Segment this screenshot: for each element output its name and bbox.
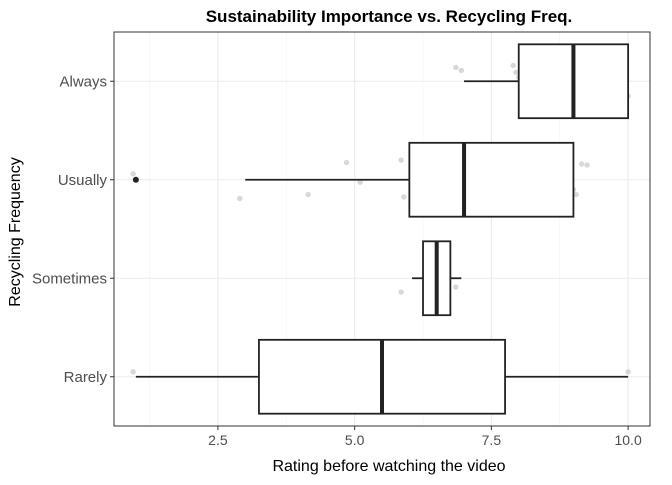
y-tick-label: Sometimes	[32, 270, 107, 287]
y-tick-label: Always	[59, 73, 107, 90]
jitter-point	[401, 194, 407, 200]
x-tick-label: 5.0	[345, 432, 365, 448]
jitter-point	[510, 62, 516, 69]
x-tick-label: 2.5	[208, 432, 228, 448]
jitter-point	[398, 157, 404, 163]
jitter-point	[357, 179, 363, 185]
jitter-point	[453, 64, 459, 71]
jitter-point	[130, 369, 136, 375]
x-axis-label: Rating before watching the video	[272, 458, 505, 475]
outlier-point	[132, 176, 139, 183]
jitter-point	[458, 67, 465, 74]
jitter-point	[578, 161, 585, 167]
chart-title: Sustainability Importance vs. Recycling …	[206, 7, 573, 26]
jitter-point	[584, 162, 590, 168]
jitter-point	[398, 289, 404, 295]
y-tick-label: Usually	[58, 172, 108, 189]
jitter-point	[453, 284, 459, 290]
x-axis-ticks: 2.5 5.0 7.5 10.0	[208, 426, 642, 448]
jitter-point	[573, 191, 579, 198]
y-axis-label: Recycling Frequency	[7, 157, 24, 306]
panel-border	[113, 31, 651, 427]
box-iqr	[408, 141, 575, 218]
x-tick-label: 10.0	[614, 432, 641, 448]
jitter-point	[130, 171, 136, 177]
jitter-point	[237, 195, 243, 202]
boxes	[132, 43, 630, 415]
jitter-point	[343, 159, 350, 166]
y-tick-label: Rarely	[64, 369, 108, 386]
jitter-point	[625, 369, 631, 375]
y-axis-ticks: Rarely Sometimes Usually Always	[32, 73, 114, 386]
jitter-point	[513, 69, 519, 76]
x-tick-label: 7.5	[482, 432, 502, 448]
jitter-point	[305, 191, 311, 198]
